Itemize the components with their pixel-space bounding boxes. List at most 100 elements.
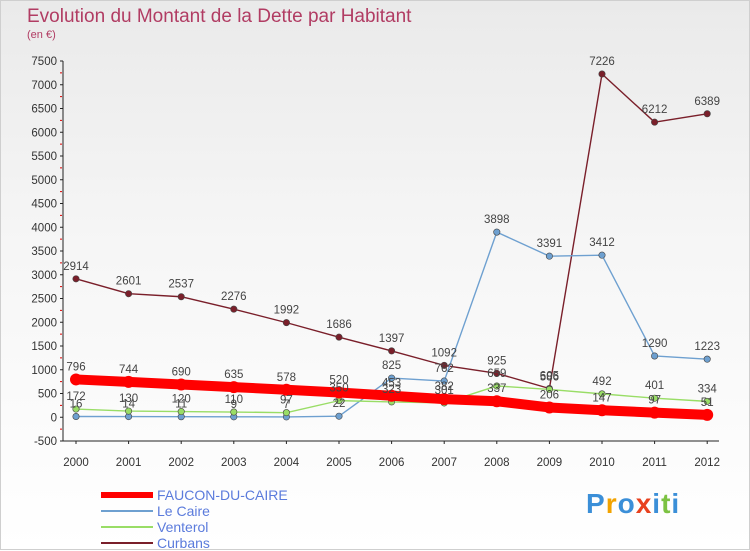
data-point [333,386,345,399]
legend-swatch-2 [101,526,153,528]
data-label: 1686 [326,319,352,331]
data-label: 130 [119,393,138,405]
data-point [596,404,608,417]
data-label: 350 [329,383,348,395]
legend-swatch-3 [101,542,153,544]
data-label: 172 [66,391,85,403]
data-point [490,395,503,408]
data-label: 120 [172,394,191,406]
data-label: 16 [70,398,83,410]
data-label: 1397 [379,333,405,345]
data-label: 1992 [274,305,300,317]
chart-subtitle: (en €) [27,29,56,41]
data-label: 2276 [221,291,247,303]
data-label: 659 [487,368,506,380]
data-point [335,412,343,420]
data-point [280,383,293,396]
data-point [177,293,185,301]
data-point [282,409,290,417]
data-point [70,373,82,386]
data-label: 97 [648,395,661,407]
data-label: 22 [333,398,346,410]
data-point [651,352,659,360]
data-label: 925 [487,355,506,367]
data-point [72,412,80,420]
data-point [282,319,290,327]
data-label: 6212 [642,104,668,116]
data-point [651,118,659,126]
data-point [385,389,398,402]
data-label: 301 [435,385,454,397]
data-label: 2537 [168,279,194,291]
data-label: 578 [277,372,296,384]
data-point [543,401,556,414]
data-point [122,375,135,388]
data-point [545,252,553,260]
x-tick-label: 2009 [537,457,563,469]
data-label: 2914 [63,261,89,273]
legend-label-2: Venterol [157,519,209,535]
data-point [598,390,606,398]
y-tick-label: 2500 [31,294,57,306]
proxiti-logo: Proxiti [586,488,680,520]
data-label: 11 [175,399,187,411]
y-tick-label: 7500 [31,56,57,68]
data-label: 520 [329,375,348,387]
data-point [648,406,661,419]
y-tick-label: 6500 [31,104,57,116]
data-point [388,347,396,355]
series-points [70,70,714,421]
data-label: 206 [540,389,559,401]
data-point [493,369,501,377]
data-point [701,408,714,421]
data-label: 401 [645,380,664,392]
data-label: 492 [592,376,611,388]
y-tick-label: 1000 [31,365,57,377]
data-point [703,397,711,405]
data-label: 586 [540,371,559,383]
data-label: 744 [119,364,139,376]
data-label: 825 [382,360,401,372]
data-point [545,385,553,393]
logo-letter: o [617,488,636,519]
data-label: 51 [701,397,714,409]
data-label: 1223 [694,341,720,353]
data-point [493,382,501,390]
data-label: 3391 [537,238,563,250]
data-point [175,378,188,391]
data-point [388,374,396,382]
data-point [177,408,185,416]
data-point [598,251,606,259]
x-tick-label: 2006 [379,457,405,469]
logo-letter: i [652,488,662,519]
y-tick-label: 3500 [31,246,57,258]
data-point [72,275,80,283]
x-tick-label: 2002 [168,457,194,469]
data-label: 110 [225,394,243,406]
data-point [493,228,501,236]
x-tick-label: 2004 [274,457,300,469]
data-label: 334 [698,383,718,395]
data-label: 762 [435,363,454,375]
y-tick-label: 2000 [31,317,57,329]
x-tick-label: 2005 [326,457,352,469]
data-label: 6389 [694,96,720,108]
logo-letter: r [605,488,618,519]
legend-swatch-1 [101,510,153,512]
data-point [125,407,133,415]
data-label: 9 [231,399,237,411]
x-tick-label: 2000 [63,457,89,469]
data-point [703,110,711,118]
y-tick-label: -500 [34,436,57,448]
y-tick-label: 5000 [31,175,57,187]
y-tick-label: 1500 [31,341,57,353]
legend-label-3: Curbans [157,535,210,551]
data-point [703,355,711,363]
data-label: 635 [224,369,243,381]
y-tick-label: 6000 [31,127,57,139]
x-tick-label: 2003 [221,457,247,469]
data-point [440,377,448,385]
x-tick-label: 2007 [431,457,457,469]
